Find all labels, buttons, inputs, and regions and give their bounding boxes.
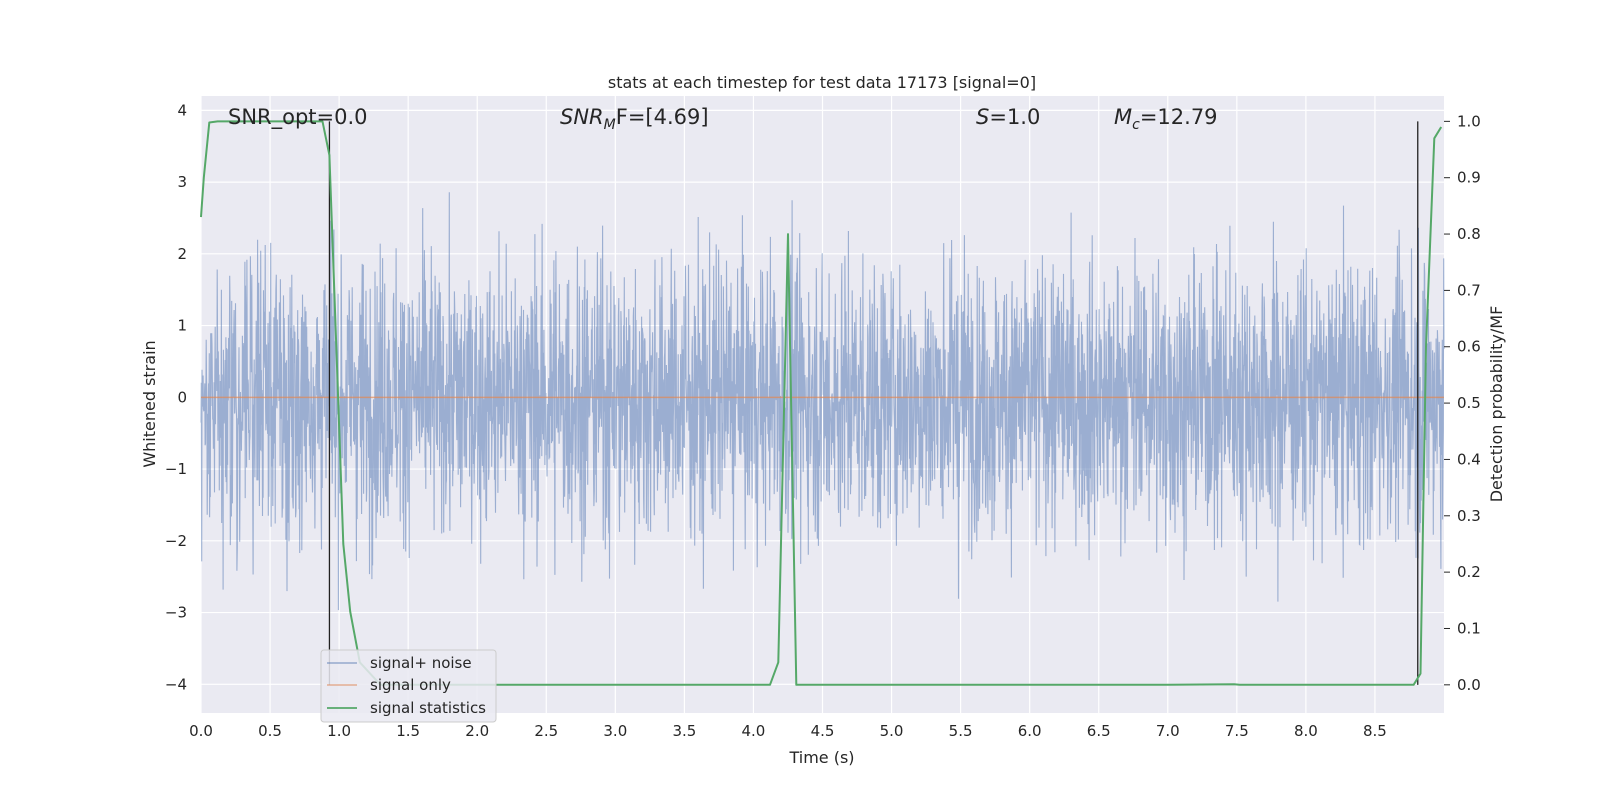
x-tick-label: 4.5 bbox=[811, 722, 835, 740]
y-tick-label: 2 bbox=[177, 245, 187, 263]
annotation-mc-value: =12.79 bbox=[1140, 105, 1218, 129]
y-tick-label: −1 bbox=[165, 460, 187, 478]
annotation-snr-mf: SNRMF=[4.69] bbox=[560, 105, 709, 133]
x-tick-label: 1.5 bbox=[396, 722, 420, 740]
legend-label-signal-statistics: signal statistics bbox=[370, 699, 486, 717]
y-tick-labels: −4 −3 −2 −1 0 1 2 3 4 bbox=[165, 101, 187, 693]
signal-noise-series bbox=[200, 192, 1445, 611]
annotation-mc: Mc=12.79 bbox=[1114, 105, 1218, 133]
x-tick-label: 3.0 bbox=[603, 722, 627, 740]
x-tick-label: 8.0 bbox=[1294, 722, 1318, 740]
x-axis-label: Time (s) bbox=[788, 748, 854, 767]
annotation-s-label: S bbox=[976, 105, 989, 129]
x-tick-label: 5.5 bbox=[949, 722, 973, 740]
y2-tick-label: 0.0 bbox=[1457, 676, 1481, 694]
y-tick-label: 1 bbox=[177, 317, 187, 335]
y2-tick-labels: 0.0 0.1 0.2 0.3 0.4 0.5 0.6 0.7 0.8 0.9 1.0 bbox=[1444, 112, 1481, 694]
y2-tick-label: 0.3 bbox=[1457, 507, 1481, 525]
x-tick-label: 2.0 bbox=[465, 722, 489, 740]
signal-noise-line bbox=[200, 192, 1445, 611]
y-tick-label: 4 bbox=[177, 101, 187, 119]
x-tick-label: 7.5 bbox=[1225, 722, 1249, 740]
y2-tick-label: 0.1 bbox=[1457, 619, 1481, 637]
y-tick-label: −3 bbox=[165, 604, 187, 622]
y2-tick-label: 0.4 bbox=[1457, 450, 1481, 468]
x-tick-label: 0.5 bbox=[258, 722, 282, 740]
y2-tick-label: 0.6 bbox=[1457, 338, 1481, 356]
annotation-snr-opt: SNR_opt=0.0 bbox=[228, 105, 368, 130]
x-tick-label: 3.5 bbox=[672, 722, 696, 740]
x-tick-label: 6.5 bbox=[1087, 722, 1111, 740]
annotation-snr-mf-rest: F=[4.69] bbox=[616, 105, 709, 129]
signal-statistics-line bbox=[200, 120, 1443, 686]
x-tick-label: 5.0 bbox=[880, 722, 904, 740]
legend: signal+ noise signal only signal statist… bbox=[320, 649, 497, 723]
vertical-markers bbox=[328, 121, 1419, 685]
y-tick-label: 3 bbox=[177, 173, 187, 191]
y2-tick-label: 0.7 bbox=[1457, 281, 1481, 299]
x-tick-labels: 0.0 0.5 1.0 1.5 2.0 2.5 3.0 3.5 4.0 4.5 5.0 5.5 6.0 6… bbox=[189, 722, 1387, 740]
y2-tick-label: 0.8 bbox=[1457, 225, 1481, 243]
y2-tick-label: 1.0 bbox=[1457, 112, 1481, 130]
x-tick-label: 1.0 bbox=[327, 722, 351, 740]
legend-label-signal-only: signal only bbox=[370, 676, 451, 694]
x-tick-label: 8.5 bbox=[1363, 722, 1387, 740]
x-tick-label: 4.0 bbox=[742, 722, 766, 740]
y-tick-label: 0 bbox=[177, 388, 187, 406]
annotation-snr-mf-main: SNR bbox=[560, 105, 604, 129]
annotation-snr-mf-sub: M bbox=[604, 117, 616, 133]
y2-axis-label: Detection probability/MF bbox=[1487, 306, 1506, 503]
annotation-mc-sub: c bbox=[1132, 117, 1140, 133]
annotation-s-value: =1.0 bbox=[989, 105, 1040, 129]
x-tick-label: 7.0 bbox=[1156, 722, 1180, 740]
y-tick-label: −4 bbox=[165, 675, 187, 693]
y2-tick-label: 0.9 bbox=[1457, 169, 1481, 187]
chart-title: stats at each timestep for test data 171… bbox=[608, 73, 1036, 92]
annotation-s: S=1.0 bbox=[976, 105, 1040, 129]
x-tick-label: 0.0 bbox=[189, 722, 213, 740]
y2-tick-label: 0.2 bbox=[1457, 563, 1481, 581]
annotation-mc-main: M bbox=[1114, 105, 1132, 129]
x-tick-label: 2.5 bbox=[534, 722, 558, 740]
x-tick-label: 6.0 bbox=[1018, 722, 1042, 740]
legend-box bbox=[320, 649, 497, 723]
y-axis-label: Whitened strain bbox=[140, 340, 159, 467]
y2-tick-label: 0.5 bbox=[1457, 394, 1481, 412]
legend-label-signal-noise: signal+ noise bbox=[370, 654, 472, 672]
y-tick-label: −2 bbox=[165, 532, 187, 550]
signal-statistics-series bbox=[200, 120, 1443, 686]
